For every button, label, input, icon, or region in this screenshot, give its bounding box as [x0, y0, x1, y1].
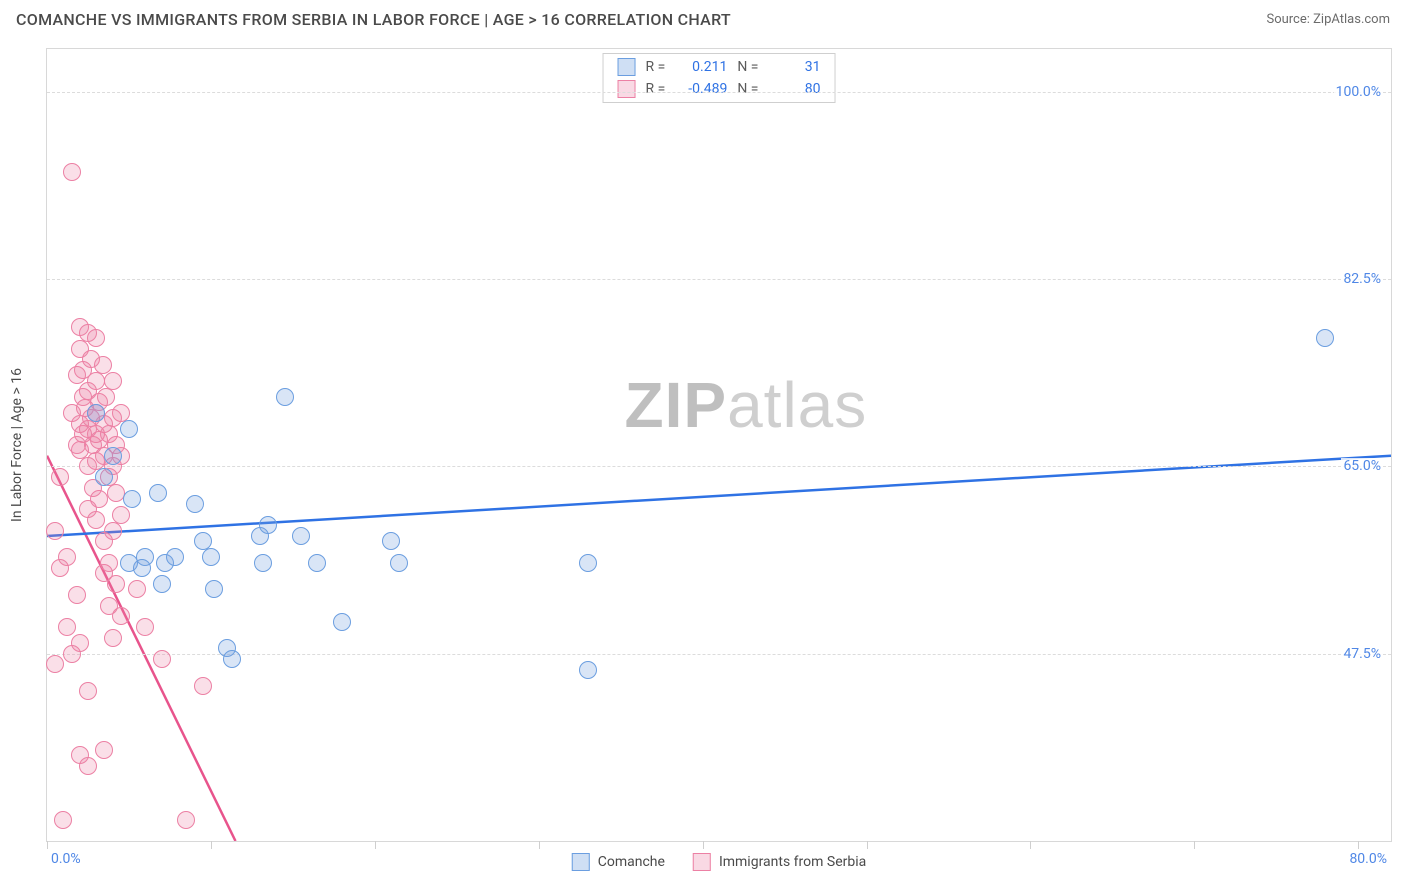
point-comanche — [123, 490, 141, 508]
point-serbia — [95, 741, 113, 759]
point-comanche — [1316, 329, 1334, 347]
swatch-pink-icon — [693, 853, 711, 871]
point-comanche — [87, 404, 105, 422]
y-tick-label: 47.5% — [1341, 646, 1383, 662]
point-serbia — [79, 682, 97, 700]
x-tick — [1194, 841, 1195, 849]
point-serbia — [94, 356, 112, 374]
x-tick — [375, 841, 376, 849]
point-comanche — [205, 580, 223, 598]
point-serbia — [51, 468, 69, 486]
point-serbia — [90, 490, 108, 508]
point-serbia — [100, 554, 118, 572]
y-tick-label: 100.0% — [1334, 84, 1383, 100]
point-serbia — [107, 575, 125, 593]
point-comanche — [120, 420, 138, 438]
gridline-h — [47, 654, 1391, 655]
point-comanche — [292, 527, 310, 545]
trend-lines — [47, 49, 1391, 841]
gridline-h — [47, 279, 1391, 280]
x-tick — [47, 841, 48, 849]
point-serbia — [58, 618, 76, 636]
swatch-pink — [618, 80, 636, 98]
point-serbia — [107, 484, 125, 502]
x-tick — [703, 841, 704, 849]
point-comanche — [308, 554, 326, 572]
x-tick — [867, 841, 868, 849]
point-comanche — [276, 388, 294, 406]
chart-title: COMANCHE VS IMMIGRANTS FROM SERBIA IN LA… — [16, 10, 731, 29]
point-serbia — [58, 548, 76, 566]
y-axis-title: In Labor Force | Age > 16 — [9, 368, 25, 522]
swatch-blue-icon — [572, 853, 590, 871]
point-comanche — [202, 548, 220, 566]
legend-item-comanche: Comanche — [572, 853, 665, 871]
point-serbia — [104, 372, 122, 390]
gridline-h — [47, 466, 1391, 467]
x-tick — [539, 841, 540, 849]
point-comanche — [382, 532, 400, 550]
point-serbia — [87, 372, 105, 390]
legend-series: Comanche Immigrants from Serbia — [572, 853, 866, 871]
legend-correlation: R = 0.211 N = 31 R = -0.489 N = 80 — [603, 53, 836, 103]
point-comanche — [104, 447, 122, 465]
chart-source: Source: ZipAtlas.com — [1266, 12, 1390, 27]
chart-header: COMANCHE VS IMMIGRANTS FROM SERBIA IN LA… — [0, 0, 1406, 37]
point-comanche — [333, 613, 351, 631]
point-serbia — [104, 629, 122, 647]
point-serbia — [112, 506, 130, 524]
point-serbia — [153, 650, 171, 668]
y-tick-label: 65.0% — [1341, 458, 1383, 474]
point-comanche — [579, 554, 597, 572]
point-serbia — [71, 634, 89, 652]
point-serbia — [87, 329, 105, 347]
point-serbia — [68, 586, 86, 604]
plot-canvas: ZIPatlas R = 0.211 N = 31 R = -0.489 N =… — [47, 49, 1391, 841]
point-comanche — [223, 650, 241, 668]
point-serbia — [136, 618, 154, 636]
y-tick-label: 82.5% — [1341, 271, 1383, 287]
x-axis-min-label: 0.0% — [51, 851, 81, 867]
point-serbia — [46, 655, 64, 673]
point-comanche — [390, 554, 408, 572]
point-serbia — [177, 811, 195, 829]
point-serbia — [54, 811, 72, 829]
point-serbia — [79, 757, 97, 775]
point-comanche — [153, 575, 171, 593]
x-tick — [211, 841, 212, 849]
point-serbia — [112, 607, 130, 625]
x-axis-max-label: 80.0% — [1349, 851, 1387, 867]
point-comanche — [133, 559, 151, 577]
point-serbia — [128, 580, 146, 598]
point-serbia — [97, 388, 115, 406]
point-comanche — [579, 661, 597, 679]
point-serbia — [87, 511, 105, 529]
point-serbia — [63, 163, 81, 181]
gridline-h — [47, 92, 1391, 93]
chart-plot-area: ZIPatlas R = 0.211 N = 31 R = -0.489 N =… — [46, 48, 1392, 842]
point-comanche — [186, 495, 204, 513]
point-serbia — [46, 522, 64, 540]
legend-row-comanche: R = 0.211 N = 31 — [604, 56, 835, 78]
point-serbia — [194, 677, 212, 695]
point-comanche — [149, 484, 167, 502]
point-comanche — [166, 548, 184, 566]
point-serbia — [104, 522, 122, 540]
point-comanche — [254, 554, 272, 572]
watermark: ZIPatlas — [625, 368, 868, 442]
legend-item-serbia: Immigrants from Serbia — [693, 853, 866, 871]
x-tick — [1358, 841, 1359, 849]
swatch-blue — [618, 58, 636, 76]
point-comanche — [259, 516, 277, 534]
legend-row-serbia: R = -0.489 N = 80 — [604, 78, 835, 100]
x-tick — [1030, 841, 1031, 849]
